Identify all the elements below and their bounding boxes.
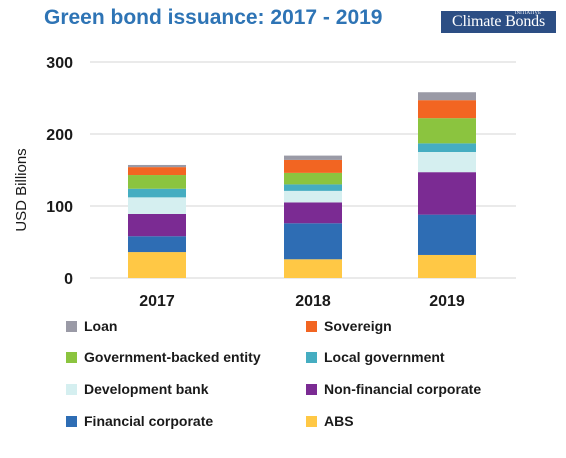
legend: Loan Sovereign Government-backed entity Loc… — [66, 316, 546, 436]
legend-swatch — [306, 415, 317, 427]
legend-swatch — [66, 320, 77, 332]
legend-item: Development bank — [66, 379, 208, 399]
bar-segment-development-bank-2019 — [418, 152, 476, 173]
legend-label: Government-backed entity — [84, 349, 261, 365]
bar-segment-local-government-2017 — [128, 188, 186, 198]
bar-segment-government-backed-entity-2018 — [284, 172, 342, 185]
legend-label: Sovereign — [324, 318, 392, 334]
x-tick-label: 2019 — [429, 293, 465, 310]
legend-label: Financial corporate — [84, 413, 214, 429]
bar-segment-sovereign-2019 — [418, 100, 476, 119]
legend-item: Financial corporate — [66, 411, 213, 431]
y-tick-label: 200 — [46, 127, 73, 144]
bar-segment-abs-2019 — [418, 254, 476, 278]
legend-label: Development bank — [84, 381, 209, 397]
chart-title: Green bond issuance: 2017 - 2019 — [44, 6, 383, 29]
bar-segment-abs-2018 — [284, 259, 342, 278]
legend-swatch — [306, 383, 317, 395]
bar-segment-loan-2019 — [418, 92, 476, 101]
bar-segment-local-government-2018 — [284, 184, 342, 191]
legend-item: Loan — [66, 316, 117, 336]
legend-item: Local government — [306, 347, 445, 367]
bar-segment-non-financial-corporate-2017 — [128, 213, 186, 237]
legend-item: Non-financial corporate — [306, 379, 481, 399]
bar-segment-loan-2018 — [284, 155, 342, 160]
y-axis-label: USD Billions — [13, 148, 30, 231]
logo-small-text: INITIATIVE — [514, 11, 541, 16]
legend-swatch — [66, 415, 77, 427]
bar-segment-development-bank-2017 — [128, 197, 186, 214]
bar-segment-non-financial-corporate-2018 — [284, 202, 342, 224]
bar-segment-government-backed-entity-2017 — [128, 175, 186, 189]
y-tick-label: 0 — [64, 271, 73, 288]
legend-swatch — [306, 351, 317, 363]
bar-segment-abs-2017 — [128, 252, 186, 278]
bar-segment-development-bank-2018 — [284, 190, 342, 203]
bars — [128, 92, 476, 278]
x-tick-label: 2017 — [139, 293, 175, 310]
bar-segment-financial-corporate-2019 — [418, 214, 476, 255]
bar-segment-financial-corporate-2018 — [284, 223, 342, 260]
legend-swatch — [66, 351, 77, 363]
x-tick-label: 2018 — [295, 293, 331, 310]
legend-item: Sovereign — [306, 316, 392, 336]
legend-label: Local government — [324, 349, 445, 365]
bar-segment-sovereign-2018 — [284, 159, 342, 173]
legend-label: Non-financial corporate — [324, 381, 482, 397]
y-tick-labels: 0 100 200 300 — [46, 55, 73, 288]
bar-segment-financial-corporate-2017 — [128, 236, 186, 253]
logo-text: Climate Bonds — [452, 13, 545, 30]
legend-item: ABS — [306, 411, 354, 431]
bar-segment-loan-2017 — [128, 164, 186, 168]
legend-label: ABS — [324, 413, 354, 429]
legend-label: Loan — [84, 318, 118, 334]
bar-segment-local-government-2019 — [418, 143, 476, 152]
y-tick-label: 100 — [46, 199, 73, 216]
bar-segment-sovereign-2017 — [128, 167, 186, 176]
y-tick-label: 300 — [46, 55, 73, 72]
legend-swatch — [66, 383, 77, 395]
x-tick-labels: 2017 2018 2019 — [139, 293, 465, 310]
bar-segment-non-financial-corporate-2019 — [418, 172, 476, 215]
climate-bonds-logo: INITIATIVE Climate Bonds — [441, 11, 556, 33]
legend-swatch — [306, 320, 317, 332]
bar-segment-government-backed-entity-2019 — [418, 118, 476, 144]
legend-item: Government-backed entity — [66, 347, 261, 367]
